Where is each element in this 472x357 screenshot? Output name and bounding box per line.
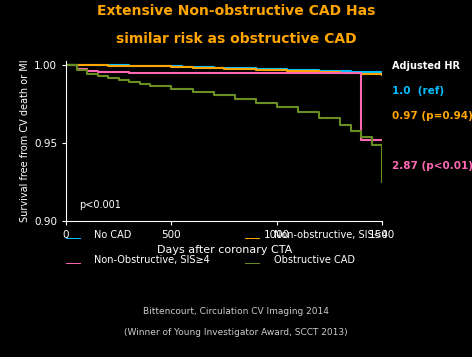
Text: 2.87 (p<0.01): 2.87 (p<0.01) xyxy=(392,161,472,171)
Text: ——: —— xyxy=(245,232,261,245)
Y-axis label: Survival free from CV death or MI: Survival free from CV death or MI xyxy=(20,60,30,222)
Text: ——: —— xyxy=(66,257,81,270)
Text: p<0.001: p<0.001 xyxy=(79,201,121,211)
Text: Bittencourt, Circulation CV Imaging 2014: Bittencourt, Circulation CV Imaging 2014 xyxy=(143,307,329,316)
Text: ——: —— xyxy=(66,232,81,245)
Text: Adjusted HR: Adjusted HR xyxy=(392,61,460,71)
Text: ——: —— xyxy=(245,257,261,270)
Text: similar risk as obstructive CAD: similar risk as obstructive CAD xyxy=(116,32,356,46)
X-axis label: Days after coronary CTA: Days after coronary CTA xyxy=(157,245,292,255)
Text: 1.0  (ref): 1.0 (ref) xyxy=(392,86,444,96)
Text: 0.97 (p=0.94): 0.97 (p=0.94) xyxy=(392,111,472,121)
Text: No CAD: No CAD xyxy=(94,230,132,240)
Text: Obstructive CAD: Obstructive CAD xyxy=(274,255,355,265)
Text: Non-Obstructive, SIS≥4: Non-Obstructive, SIS≥4 xyxy=(94,255,210,265)
Text: (Winner of Young Investigator Award, SCCT 2013): (Winner of Young Investigator Award, SCC… xyxy=(124,328,348,337)
Text: Extensive Non-obstructive CAD Has: Extensive Non-obstructive CAD Has xyxy=(97,4,375,17)
Text: Non-obstructive, SIS<4: Non-obstructive, SIS<4 xyxy=(274,230,388,240)
